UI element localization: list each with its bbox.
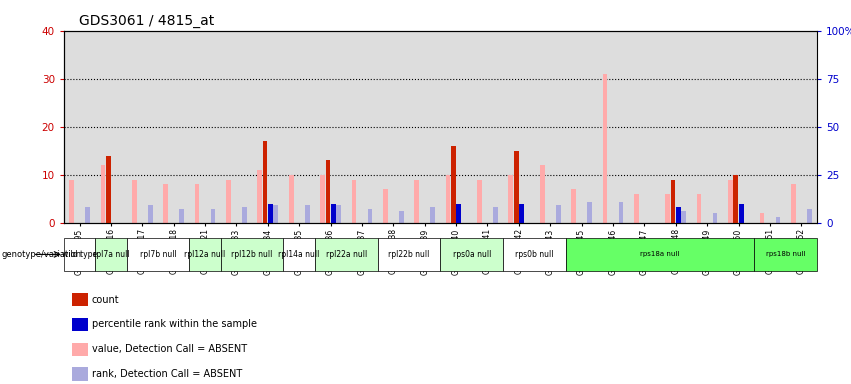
Bar <box>556 205 561 223</box>
Text: rps0b null: rps0b null <box>516 250 554 259</box>
Text: rpl22b null: rpl22b null <box>388 250 430 259</box>
Bar <box>739 204 744 223</box>
Bar <box>378 238 440 271</box>
Text: rps18a null: rps18a null <box>640 252 680 257</box>
Bar <box>634 194 639 223</box>
Bar <box>64 238 95 271</box>
Bar <box>451 146 456 223</box>
Bar <box>351 180 357 223</box>
Bar <box>268 204 273 223</box>
Bar <box>566 238 754 271</box>
Bar <box>665 194 670 223</box>
Text: rpl7b null: rpl7b null <box>140 250 176 259</box>
Bar <box>456 204 461 223</box>
Bar <box>283 238 315 271</box>
Text: rps18b null: rps18b null <box>766 252 805 257</box>
Bar <box>754 238 817 271</box>
Bar <box>189 238 220 271</box>
Bar <box>446 175 450 223</box>
Bar <box>514 151 518 223</box>
Bar <box>69 180 74 223</box>
Bar <box>775 217 780 223</box>
Bar <box>368 209 372 223</box>
Bar <box>180 209 184 223</box>
Text: genotype/variation: genotype/variation <box>2 250 82 260</box>
Bar <box>220 238 283 271</box>
Text: rpl12a null: rpl12a null <box>185 250 226 259</box>
Bar <box>431 207 435 223</box>
Bar <box>132 180 137 223</box>
Bar <box>587 202 592 223</box>
Text: percentile rank within the sample: percentile rank within the sample <box>92 319 257 329</box>
Bar <box>671 180 676 223</box>
Bar <box>320 175 325 223</box>
Bar <box>383 189 388 223</box>
Bar <box>399 211 403 223</box>
Bar <box>288 175 294 223</box>
Bar <box>619 202 623 223</box>
Bar <box>791 184 796 223</box>
Bar <box>440 238 503 271</box>
Text: GDS3061 / 4815_at: GDS3061 / 4815_at <box>79 14 214 28</box>
Bar <box>336 205 341 223</box>
Bar <box>242 207 247 223</box>
Bar <box>493 207 498 223</box>
Bar <box>509 175 513 223</box>
Bar <box>326 161 330 223</box>
Bar <box>760 213 764 223</box>
Bar <box>331 204 335 223</box>
Bar <box>734 175 738 223</box>
Text: rps0a null: rps0a null <box>453 250 491 259</box>
Bar <box>95 238 127 271</box>
Bar <box>571 189 576 223</box>
Text: rpl14a null: rpl14a null <box>278 250 320 259</box>
Bar <box>540 165 545 223</box>
Bar <box>713 213 717 223</box>
Bar <box>519 204 524 223</box>
Bar <box>273 205 278 223</box>
Text: count: count <box>92 295 119 305</box>
Text: rpl12b null: rpl12b null <box>231 250 273 259</box>
Bar <box>414 180 419 223</box>
Bar <box>305 205 310 223</box>
Bar <box>697 194 701 223</box>
Bar <box>163 184 168 223</box>
Bar <box>106 156 111 223</box>
Bar <box>226 180 231 223</box>
Bar <box>100 165 106 223</box>
Bar <box>127 238 189 271</box>
Text: value, Detection Call = ABSENT: value, Detection Call = ABSENT <box>92 344 247 354</box>
Bar <box>85 207 90 223</box>
Bar <box>263 141 267 223</box>
Bar <box>807 209 812 223</box>
Bar <box>195 184 199 223</box>
Bar <box>503 238 566 271</box>
Bar <box>315 238 378 271</box>
Text: rpl22a null: rpl22a null <box>326 250 367 259</box>
Text: wild type: wild type <box>62 250 97 259</box>
Bar <box>682 211 686 223</box>
Text: rpl7a null: rpl7a null <box>93 250 129 259</box>
Bar <box>477 180 482 223</box>
Text: rank, Detection Call = ABSENT: rank, Detection Call = ABSENT <box>92 369 243 379</box>
Bar <box>148 205 152 223</box>
Bar <box>258 170 262 223</box>
Bar <box>211 209 215 223</box>
Bar <box>728 180 733 223</box>
Bar <box>603 74 608 223</box>
Bar <box>676 207 681 223</box>
